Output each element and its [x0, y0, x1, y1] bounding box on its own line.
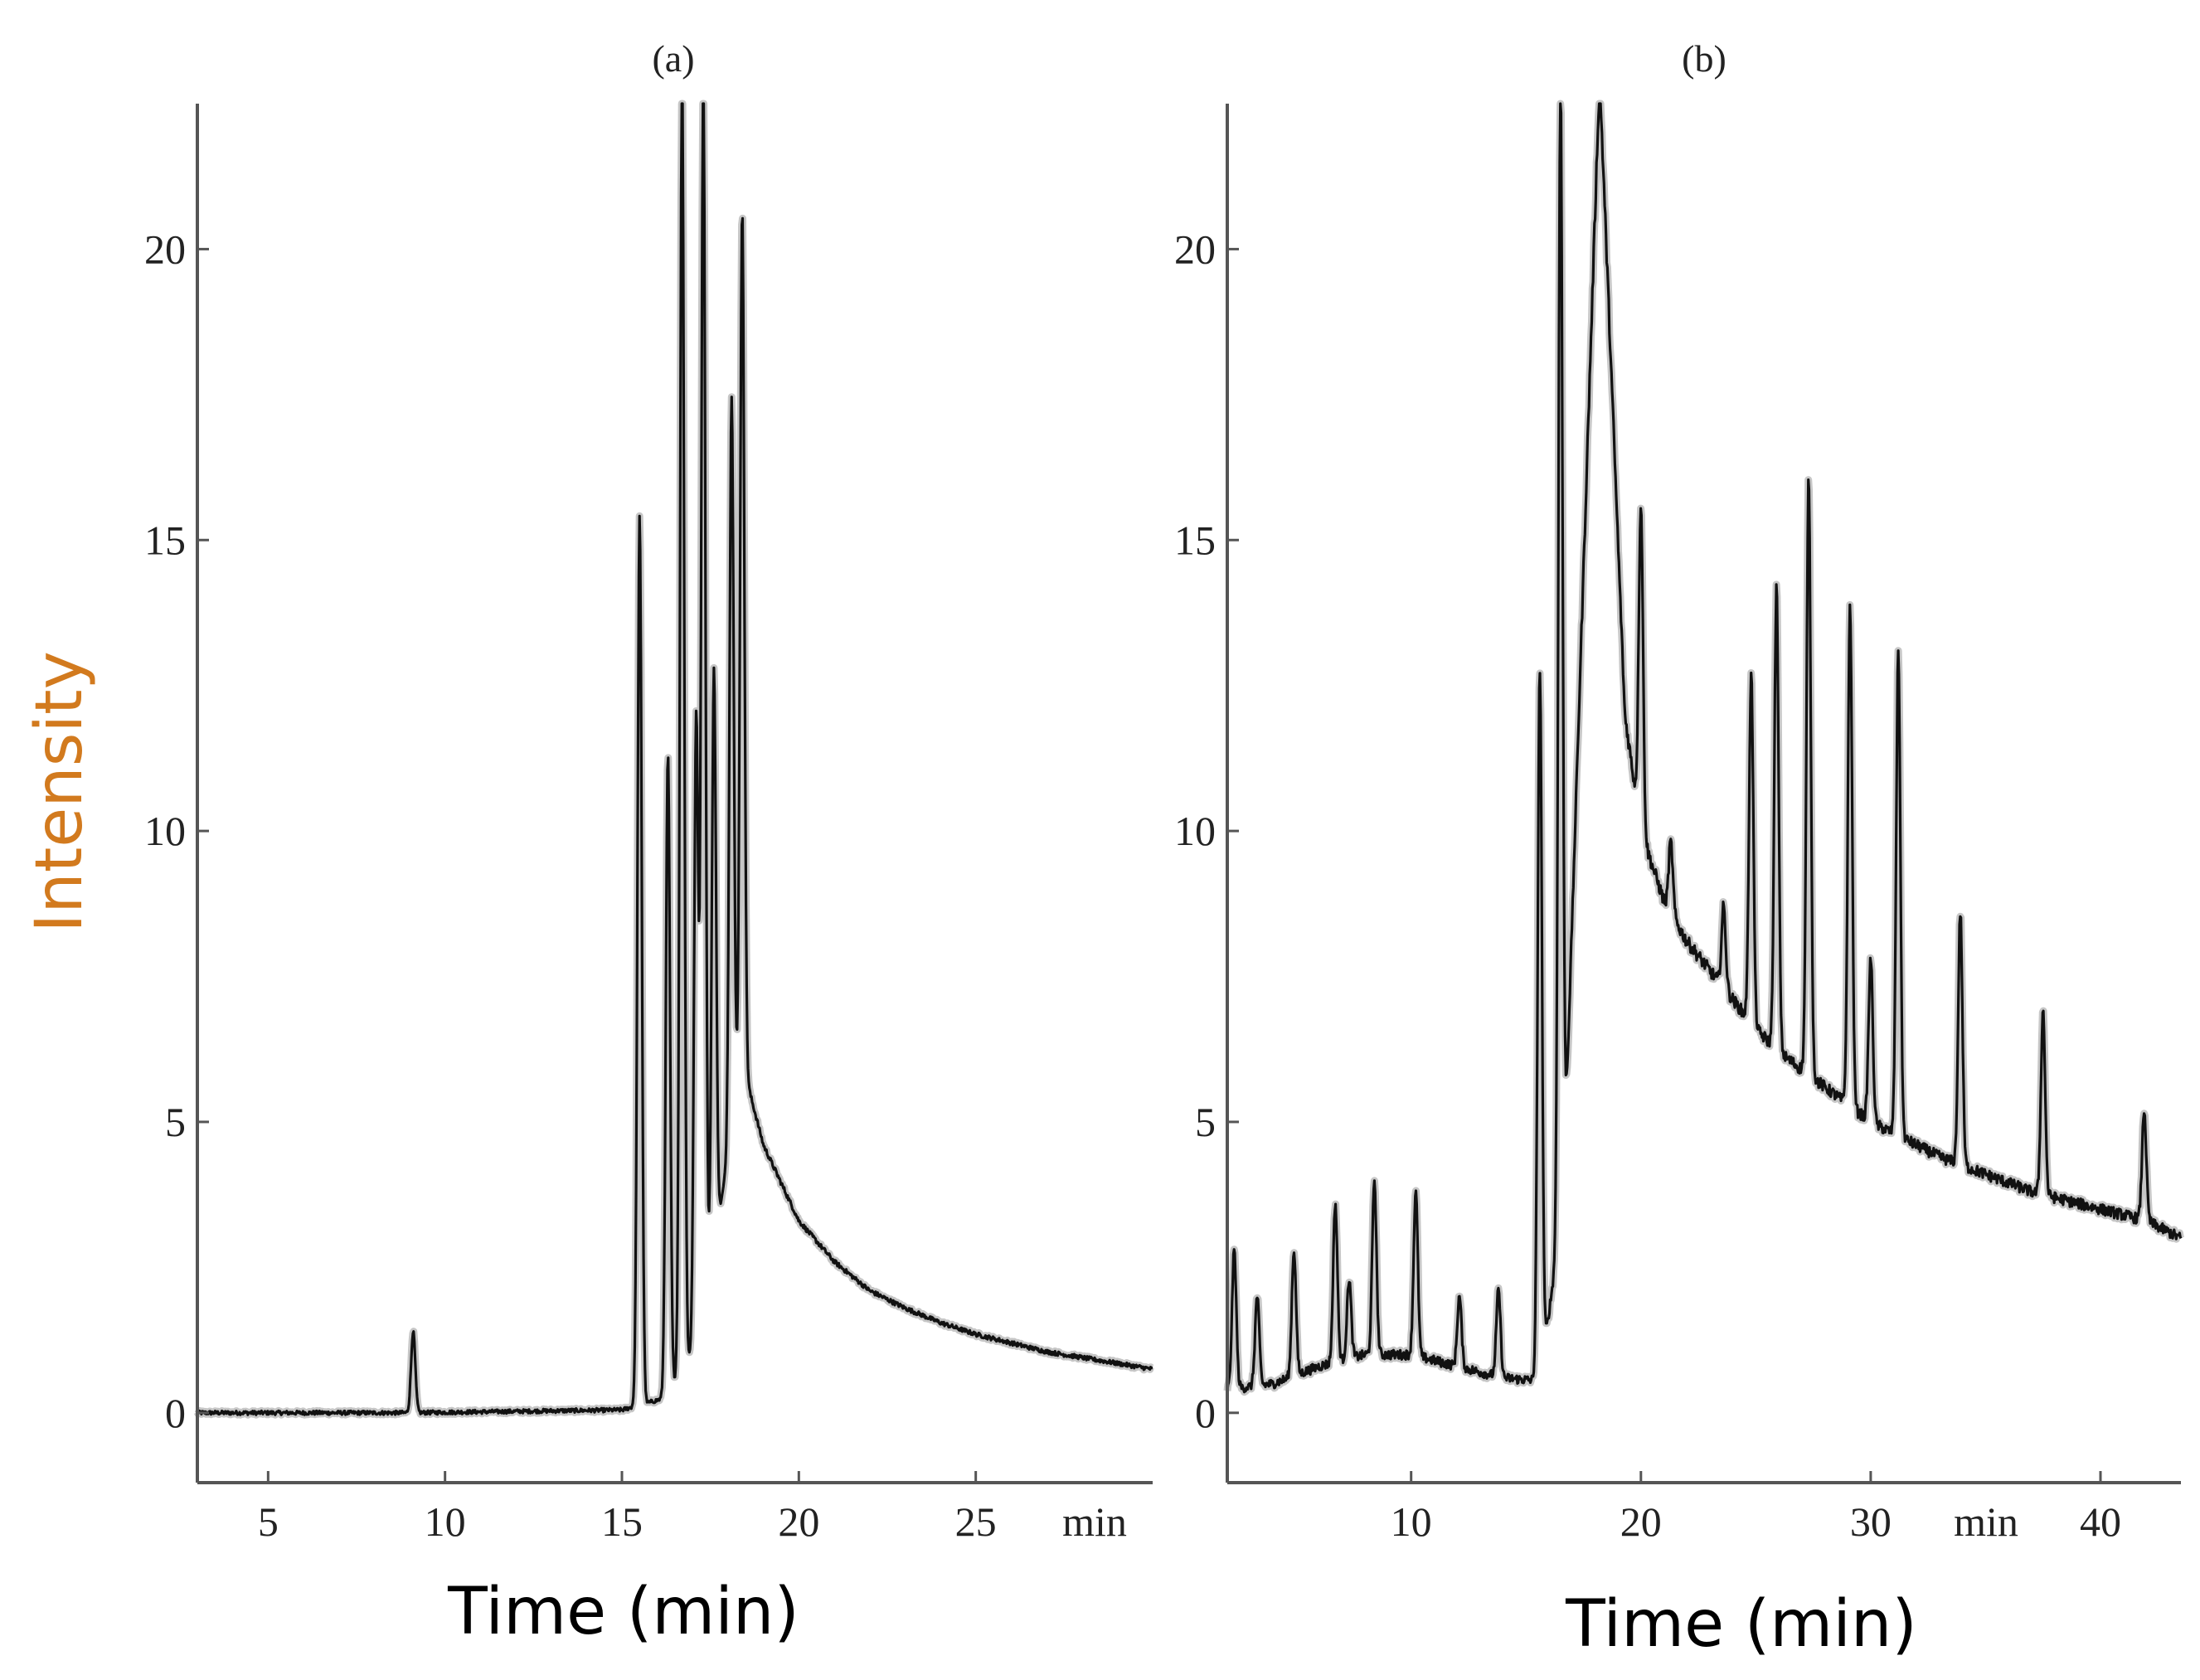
panel-b-y-ticks: 0 5 10 15 20 — [1174, 226, 1239, 1436]
x-tick-label: 20 — [778, 1498, 819, 1545]
x-tick-label: 20 — [1620, 1498, 1662, 1545]
x-tick-label: 5 — [258, 1498, 279, 1545]
panel-a-y-ticks: 0 5 10 15 20 — [144, 226, 209, 1436]
y-tick-label: 5 — [1195, 1099, 1216, 1145]
panel-b-x-unit-label: min — [1954, 1498, 2018, 1545]
x-tick-label: 25 — [955, 1498, 997, 1545]
series-halo — [1223, 100, 2185, 1396]
y-tick-label: 15 — [1174, 517, 1216, 563]
x-tick-label: 15 — [601, 1498, 643, 1545]
y-tick-label: 0 — [1195, 1390, 1216, 1436]
x-tick-label: 10 — [425, 1498, 466, 1545]
y-tick-label: 20 — [144, 226, 186, 272]
y-tick-label: 0 — [165, 1390, 186, 1436]
panel-a-plot-area — [193, 100, 1156, 1419]
panel-a: (a) 5 10 15 20 25 0 5 10 15 20 min Time (min) — [144, 37, 1156, 1649]
panel-a-x-axis-title: Time (min) — [447, 1575, 799, 1649]
x-tick-label: 10 — [1391, 1498, 1432, 1545]
series-halo — [193, 100, 1156, 1419]
panel-b-x-axis-title: Time (min) — [1565, 1587, 1917, 1662]
y-tick-label: 15 — [144, 517, 186, 563]
panel-b-x-ticks: 10 20 30 40 — [1391, 1471, 2121, 1545]
series-line — [196, 102, 1153, 1416]
x-tick-label: 40 — [2080, 1498, 2121, 1545]
panel-a-title: (a) — [652, 37, 694, 80]
series-line — [1226, 102, 2183, 1394]
y-tick-label: 20 — [1174, 226, 1216, 272]
panel-b-plot-area — [1223, 100, 2185, 1396]
panel-a-x-unit-label: min — [1062, 1498, 1127, 1545]
y-tick-label: 10 — [1174, 808, 1216, 854]
y-tick-label: 10 — [144, 808, 186, 854]
y-axis-title: Intensity — [22, 651, 97, 933]
panel-b-title: (b) — [1682, 37, 1726, 80]
x-tick-label: 30 — [1850, 1498, 1892, 1545]
panel-a-x-ticks: 5 10 15 20 25 — [258, 1471, 997, 1545]
panel-b: (b) 10 20 30 40 0 5 10 15 20 min Time (min) — [1174, 37, 2185, 1662]
y-tick-label: 5 — [165, 1099, 186, 1145]
